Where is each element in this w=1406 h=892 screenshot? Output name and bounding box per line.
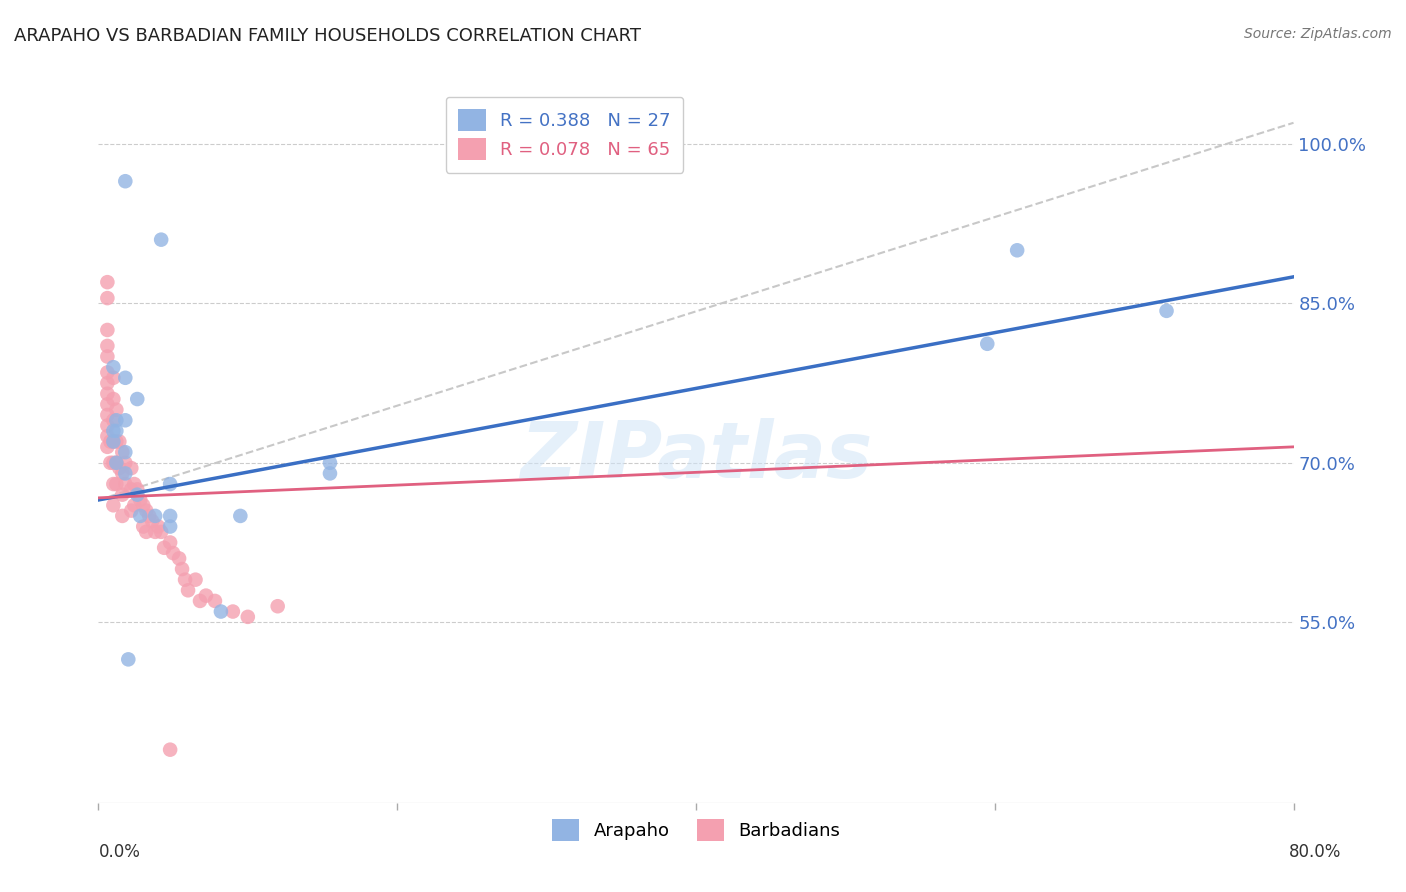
Point <box>188 594 211 608</box>
Point <box>127 392 149 406</box>
Point <box>103 424 125 438</box>
Point <box>103 371 125 385</box>
Point <box>141 514 163 528</box>
Point <box>114 371 136 385</box>
Text: 0.0%: 0.0% <box>98 843 141 861</box>
Point <box>138 508 160 523</box>
Point <box>319 467 342 481</box>
Point <box>96 339 118 353</box>
Text: ZIPatlas: ZIPatlas <box>520 418 872 494</box>
Point <box>124 498 146 512</box>
Point <box>103 434 125 449</box>
Point <box>135 503 157 517</box>
Point <box>111 488 134 502</box>
Point <box>195 589 218 603</box>
Text: 80.0%: 80.0% <box>1288 843 1341 861</box>
Point <box>159 535 181 549</box>
Point <box>114 174 136 188</box>
Point <box>267 599 290 614</box>
Point <box>114 477 136 491</box>
Point <box>96 291 118 305</box>
Point <box>96 275 118 289</box>
Point <box>120 461 142 475</box>
Point <box>132 519 155 533</box>
Point <box>105 424 128 438</box>
Point <box>105 456 128 470</box>
Point <box>159 477 181 491</box>
Point <box>120 503 142 517</box>
Point <box>96 418 118 433</box>
Point <box>127 488 149 502</box>
Point <box>105 477 128 491</box>
Point <box>96 429 118 443</box>
Point <box>229 508 252 523</box>
Point <box>103 360 125 375</box>
Point <box>96 408 118 422</box>
Point <box>162 546 184 560</box>
Point <box>103 413 125 427</box>
Point <box>98 456 122 470</box>
Point <box>127 483 149 497</box>
Point <box>159 508 181 523</box>
Point <box>103 392 125 406</box>
Point <box>150 233 173 247</box>
Text: Source: ZipAtlas.com: Source: ZipAtlas.com <box>1244 27 1392 41</box>
Point <box>159 519 181 533</box>
Point <box>96 323 118 337</box>
Point <box>105 456 128 470</box>
Legend: Arapaho, Barbadians: Arapaho, Barbadians <box>544 812 848 848</box>
Point <box>167 551 190 566</box>
Point <box>222 605 245 619</box>
Point <box>153 541 176 555</box>
Point <box>150 524 173 539</box>
Point <box>111 467 134 481</box>
Point <box>96 350 118 364</box>
Point <box>1005 244 1028 258</box>
Point <box>184 573 207 587</box>
Point <box>96 376 118 390</box>
Point <box>105 413 128 427</box>
Point <box>129 493 152 508</box>
Point <box>120 483 142 497</box>
Point <box>96 397 118 411</box>
Point <box>103 477 125 491</box>
Point <box>159 742 181 756</box>
Point <box>124 477 146 491</box>
Point <box>114 445 136 459</box>
Point <box>209 605 232 619</box>
Point <box>108 461 131 475</box>
Point <box>132 498 155 512</box>
Point <box>98 434 122 449</box>
Point <box>177 583 200 598</box>
Point <box>96 386 118 401</box>
Point <box>143 524 166 539</box>
Point <box>319 456 342 470</box>
Point <box>117 652 139 666</box>
Point <box>143 508 166 523</box>
Point <box>135 524 157 539</box>
Point <box>96 440 118 454</box>
Point <box>103 456 125 470</box>
Point <box>96 366 118 380</box>
Point <box>111 445 134 459</box>
Point <box>1156 303 1178 318</box>
Point <box>204 594 226 608</box>
Point <box>114 413 136 427</box>
Point <box>114 456 136 470</box>
Point <box>148 519 170 533</box>
Point <box>108 434 131 449</box>
Point <box>976 336 998 351</box>
Point <box>105 402 128 417</box>
Point <box>111 508 134 523</box>
Point <box>103 498 125 512</box>
Point <box>174 573 197 587</box>
Point <box>105 434 128 449</box>
Point <box>129 508 152 523</box>
Point <box>236 610 259 624</box>
Point <box>172 562 194 576</box>
Point <box>103 434 125 449</box>
Text: ARAPAHO VS BARBADIAN FAMILY HOUSEHOLDS CORRELATION CHART: ARAPAHO VS BARBADIAN FAMILY HOUSEHOLDS C… <box>14 27 641 45</box>
Point <box>114 467 136 481</box>
